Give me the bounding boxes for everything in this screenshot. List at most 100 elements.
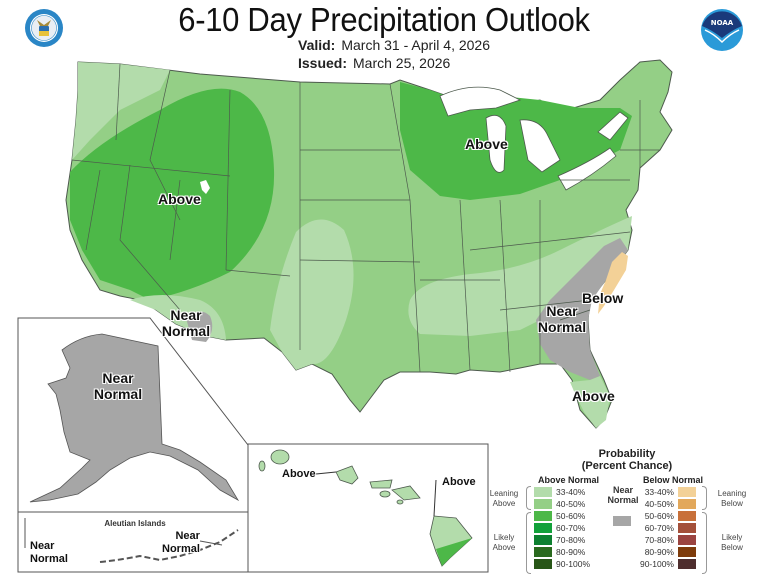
southern-plains-33-40 xyxy=(270,219,354,370)
above-range-2: 50-60% xyxy=(556,511,586,521)
alaska-land xyxy=(29,333,240,503)
label-florida-above: Above xyxy=(572,388,615,404)
leaning-above-line1: Leaning xyxy=(489,489,519,498)
great-lakes-water xyxy=(439,86,629,191)
below-range-4: 70-80% xyxy=(644,535,674,545)
legend-below-row: 70-80% xyxy=(641,535,696,545)
legend-below-header: Below Normal xyxy=(643,475,704,485)
swatch-below-3 xyxy=(678,523,696,533)
swatch-below-5 xyxy=(678,547,696,557)
below-range-6: 90-100% xyxy=(639,559,674,569)
near-normal-line2: Normal xyxy=(607,495,639,505)
leaning-above-line2: Above xyxy=(492,499,516,508)
legend-below-row: 60-70% xyxy=(641,523,696,533)
swatch-above-5 xyxy=(534,547,552,557)
above-range-5: 80-90% xyxy=(556,547,586,557)
legend-above-row: 80-90% xyxy=(534,547,589,557)
legend-below-row: 50-60% xyxy=(641,511,696,521)
legend-above-row: 70-80% xyxy=(534,535,589,545)
southwest-near-normal xyxy=(186,311,213,342)
below-range-2: 50-60% xyxy=(644,511,674,521)
label-hawaii-east-above: Above xyxy=(442,476,476,488)
likely-below-line1: Likely xyxy=(721,533,743,542)
issued-label: Issued: xyxy=(298,55,348,71)
swatch-near-normal xyxy=(613,516,631,526)
hawaii-east-pointer xyxy=(433,479,437,517)
label-carolinas-below: Below xyxy=(582,290,624,306)
valid-value: March 31 - April 4, 2026 xyxy=(341,37,490,53)
swatch-above-3 xyxy=(534,523,552,533)
hawaii-big-island-50-60 xyxy=(436,538,472,566)
above-range-4: 70-80% xyxy=(556,535,586,545)
issued-date: Issued: March 25, 2026 xyxy=(298,55,450,71)
aleutian-right-line1: Near xyxy=(175,530,200,542)
swatch-above-2 xyxy=(534,511,552,521)
above-range-3: 60-70% xyxy=(556,523,586,533)
legend-above-row: 40-50% xyxy=(534,499,589,509)
alaska-label-line2: Normal xyxy=(93,386,143,402)
valid-dates: Valid: March 31 - April 4, 2026 xyxy=(298,37,490,53)
leaning-above-brace xyxy=(526,486,531,510)
legend-above-header: Above Normal xyxy=(538,475,600,485)
above-range-1: 40-50% xyxy=(556,499,586,509)
issued-value: March 25, 2026 xyxy=(353,55,451,71)
legend-likely-above: Likely Above xyxy=(486,533,522,553)
legend-leaning-below: Leaning Below xyxy=(712,489,752,509)
page-title: 6-10 Day Precipitation Outlook xyxy=(178,0,590,39)
label-aleutian-left: Near Normal xyxy=(30,540,68,566)
noaa-logo-text: NOAA xyxy=(711,19,734,27)
aleutian-islands-shape xyxy=(99,529,239,563)
great-salt-lake xyxy=(200,180,210,194)
aleutian-right-pointer xyxy=(199,540,223,546)
southeast-near-normal xyxy=(536,238,628,380)
aleutian-left-line1: Near xyxy=(30,540,55,552)
leaning-below-line1: Leaning xyxy=(717,489,747,498)
below-range-3: 60-70% xyxy=(644,523,674,533)
state-borders xyxy=(71,63,660,373)
legend-leaning-above: Leaning Above xyxy=(486,489,522,509)
southeast-band-33-40 xyxy=(408,216,632,336)
legend-below-row: 80-90% xyxy=(641,547,696,557)
label-west-above: Above xyxy=(158,191,201,207)
label-southwest-near-normal: Near Normal xyxy=(161,307,211,339)
leaning-below-line2: Below xyxy=(721,499,743,508)
swatch-below-4 xyxy=(678,535,696,545)
pacific-nw-33-40 xyxy=(72,62,170,160)
label-alaska-near-normal: Near Normal xyxy=(88,370,148,402)
leaning-below-brace xyxy=(702,486,707,510)
legend-likely-below: Likely Below xyxy=(712,533,752,553)
label-aleutian-right: Near Normal xyxy=(162,530,200,556)
valid-label: Valid: xyxy=(298,37,336,53)
noaa-logo-icon: NOAA xyxy=(701,9,743,51)
aleutian-left-line2: Normal xyxy=(30,553,68,565)
legend-below-row: 40-50% xyxy=(641,499,696,509)
swatch-above-0 xyxy=(534,487,552,497)
legend-above-row: 33-40% xyxy=(534,487,589,497)
below-range-5: 80-90% xyxy=(644,547,674,557)
likely-above-brace xyxy=(526,512,531,574)
carolinas-below-33-40 xyxy=(598,252,628,314)
west-above-50-60 xyxy=(70,88,275,300)
aleutian-inset-frame xyxy=(17,511,249,573)
below-range-0: 33-40% xyxy=(644,487,674,497)
hawaii-west-pointer xyxy=(315,471,337,475)
legend-title-line1: Probability xyxy=(598,448,656,460)
doc-seal-icon xyxy=(25,9,63,47)
legend-below-row: 90-100% xyxy=(636,559,696,569)
swatch-below-0 xyxy=(678,487,696,497)
swatch-above-1 xyxy=(534,499,552,509)
swatch-above-6 xyxy=(534,559,552,569)
swatch-below-1 xyxy=(678,499,696,509)
alaska-label-line1: Near xyxy=(102,370,134,386)
legend-near-normal: Near Normal xyxy=(605,485,641,505)
legend-below-row: 33-40% xyxy=(641,487,696,497)
swatch-above-4 xyxy=(534,535,552,545)
legend-above-row: 90-100% xyxy=(534,559,594,569)
above-range-0: 33-40% xyxy=(556,487,586,497)
probability-legend: Probability (Percent Chance) Above Norma… xyxy=(486,448,768,575)
legend-above-row: 50-60% xyxy=(534,511,589,521)
aleutian-right-line2: Normal xyxy=(162,543,200,555)
below-range-1: 40-50% xyxy=(644,499,674,509)
swatch-below-2 xyxy=(678,511,696,521)
